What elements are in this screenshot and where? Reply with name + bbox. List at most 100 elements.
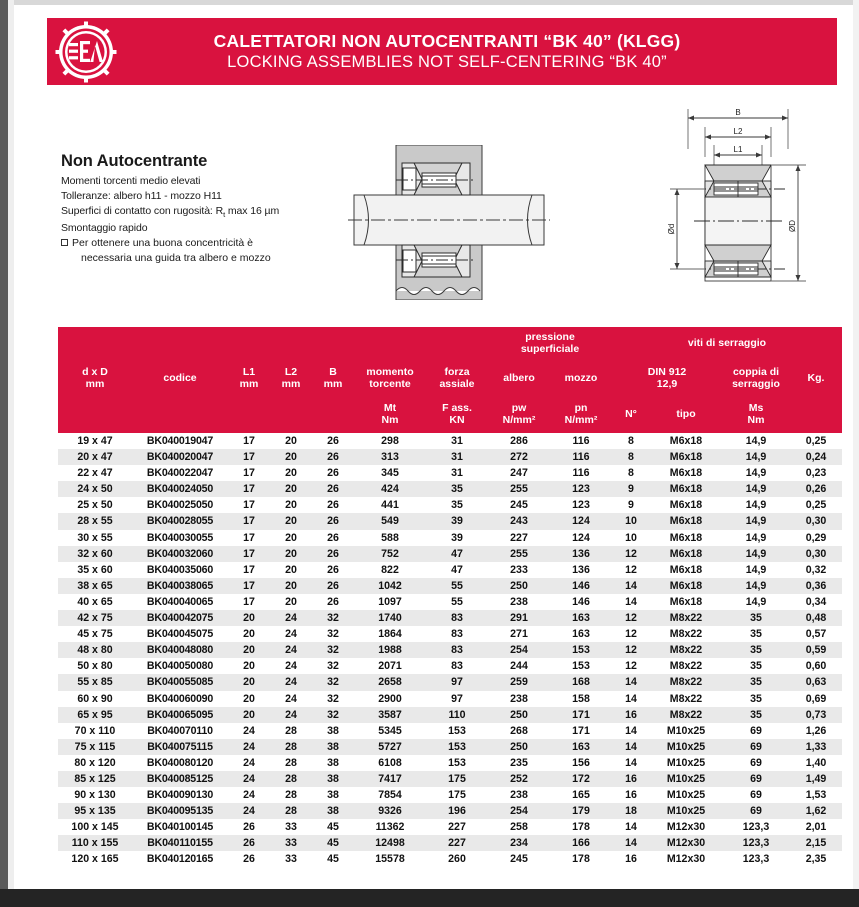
cell-ms: 123,3 [722,819,790,836]
table-row[interactable]: 65 x 95 BK040065095 20 24 32 3587 110 250 171 16 M… [58,706,842,723]
cell-tipo: M6x18 [650,529,722,546]
table-row[interactable]: 80 x 120 BK040080120 24 28 38 6108 153 235 156 14… [58,754,842,771]
col-header-din912: DIN 912 12,9 [612,361,722,397]
cell-tipo: M12x30 [650,819,722,836]
cell-tipo: M8x22 [650,642,722,659]
cell-size: 120 x 165 [58,851,132,868]
unit-momento-torcente: Mt Nm [354,397,426,433]
cell-kg: 0,36 [790,577,842,594]
cell-code: BK040024050 [132,481,228,498]
cell-l2: 28 [270,754,312,771]
cell-mt: 1097 [354,593,426,611]
cell-ms: 35 [722,626,790,643]
cell-pw: 233 [488,561,550,578]
cell-size: 80 x 120 [58,754,132,771]
table-row[interactable]: 42 x 75 BK040042075 20 24 32 1740 83 291 163 12 M8… [58,610,842,627]
roughness-text-a: Superfici di contatto con rugosità: R [61,204,224,217]
table-row[interactable]: 24 x 50 BK040024050 17 20 26 424 35 255 123 9 M6x1… [58,481,842,498]
cell-b: 26 [312,497,354,514]
cell-size: 32 x 60 [58,545,132,562]
table-row[interactable]: 85 x 125 BK040085125 24 28 38 7417 175 252 172 16… [58,770,842,788]
cell-code: BK040042075 [132,610,228,627]
cell-tipo: M6x18 [650,465,722,482]
cell-mt: 1988 [354,642,426,659]
cell-pn: 116 [550,465,612,482]
cell-n: 8 [612,465,650,482]
cell-fass: 97 [426,690,488,707]
cell-pn: 136 [550,561,612,578]
cell-code: BK040070110 [132,722,228,739]
cell-mt: 11362 [354,819,426,836]
cell-kg: 0,69 [790,690,842,707]
cell-code: BK040110155 [132,835,228,852]
cell-pw: 291 [488,610,550,627]
cell-b: 45 [312,851,354,868]
table-body: 19 x 47 BK040019047 17 20 26 298 31 286 116 8 M6x1… [58,433,842,868]
table-row[interactable]: 40 x 65 BK040040065 17 20 26 1097 55 238 146 14 M6… [58,593,842,611]
cell-ms: 69 [722,738,790,755]
cell-code: BK040022047 [132,465,228,482]
cell-pw: 255 [488,481,550,498]
table-row[interactable]: 100 x 145 BK040100145 26 33 45 11362 227 258 178… [58,819,842,836]
cell-n: 9 [612,481,650,498]
cell-b: 32 [312,690,354,707]
table-row[interactable]: 22 x 47 BK040022047 17 20 26 345 31 247 116 8 M6x1… [58,465,842,482]
table-row[interactable]: 90 x 130 BK040090130 24 28 38 7854 175 238 165 16… [58,787,842,804]
cell-mt: 6108 [354,754,426,771]
cell-l1: 20 [228,626,270,643]
cell-tipo: M6x18 [650,481,722,498]
cell-code: BK040040065 [132,593,228,611]
cell-fass: 196 [426,803,488,820]
cell-pw: 254 [488,803,550,820]
cell-mt: 822 [354,561,426,578]
cell-tipo: M10x25 [650,754,722,771]
col-header-forza-assiale: forza assiale [426,361,488,397]
table-row[interactable]: 19 x 47 BK040019047 17 20 26 298 31 286 116 8 M6x1… [58,433,842,450]
description-line-3: Superfici di contatto con rugosità: Rt m… [61,204,361,221]
cell-kg: 2,01 [790,819,842,836]
table-row[interactable]: 60 x 90 BK040060090 20 24 32 2900 97 238 158 14 M8… [58,690,842,707]
table-row[interactable]: 75 x 115 BK040075115 24 28 38 5727 153 250 163 14… [58,738,842,755]
cell-pn: 171 [550,706,612,723]
cell-l1: 24 [228,770,270,788]
cell-size: 42 x 75 [58,610,132,627]
cell-mt: 3587 [354,706,426,723]
cell-mt: 5345 [354,722,426,739]
cell-pw: 255 [488,545,550,562]
table-row[interactable]: 95 x 135 BK040095135 24 28 38 9326 196 254 179 18… [58,803,842,820]
table-row[interactable]: 32 x 60 BK040032060 17 20 26 752 47 255 136 12 M6x… [58,545,842,562]
table-row[interactable]: 38 x 65 BK040038065 17 20 26 1042 55 250 146 14 M6… [58,577,842,594]
table-row[interactable]: 120 x 165 BK040120165 26 33 45 15578 260 245 178… [58,851,842,868]
cell-b: 26 [312,449,354,466]
table-row[interactable]: 28 x 55 BK040028055 17 20 26 549 39 243 124 10 M6x… [58,513,842,530]
cell-pn: 124 [550,529,612,546]
cell-b: 32 [312,610,354,627]
table-row[interactable]: 48 x 80 BK040048080 20 24 32 1988 83 254 153 12 M8… [58,642,842,659]
cell-l1: 20 [228,674,270,691]
cell-b: 45 [312,819,354,836]
table-row[interactable]: 55 x 85 BK040055085 20 24 32 2658 97 259 168 14 M8… [58,674,842,691]
table-row[interactable]: 25 x 50 BK040025050 17 20 26 441 35 245 123 9 M6x1… [58,497,842,514]
page-edge-right [853,0,859,893]
header-group-pressione-superficiale: pressione superficiale [488,327,612,361]
cell-size: 75 x 115 [58,738,132,755]
cell-l2: 24 [270,658,312,675]
unit-dxd [58,397,132,433]
cell-pw: 286 [488,433,550,450]
table-row[interactable]: 20 x 47 BK040020047 17 20 26 313 31 272 116 8 M6x1… [58,449,842,466]
table-row[interactable]: 45 x 75 BK040045075 20 24 32 1864 83 271 163 12 M8… [58,626,842,643]
table-row[interactable]: 110 x 155 BK040110155 26 33 45 12498 227 234 166… [58,835,842,852]
table-row[interactable]: 30 x 55 BK040030055 17 20 26 588 39 227 124 10 M6x… [58,529,842,546]
cell-n: 16 [612,787,650,804]
cell-kg: 0,29 [790,529,842,546]
table-row[interactable]: 70 x 110 BK040070110 24 28 38 5345 153 268 171 14… [58,722,842,739]
cell-l2: 28 [270,738,312,755]
cell-kg: 0,34 [790,593,842,611]
table-row[interactable]: 35 x 60 BK040035060 17 20 26 822 47 233 136 12 M6x… [58,561,842,578]
table-row[interactable]: 50 x 80 BK040050080 20 24 32 2071 83 244 153 12 M8… [58,658,842,675]
cell-fass: 55 [426,577,488,594]
cell-n: 10 [612,529,650,546]
cell-pw: 247 [488,465,550,482]
roughness-text-b: max 16 µm [225,204,280,217]
